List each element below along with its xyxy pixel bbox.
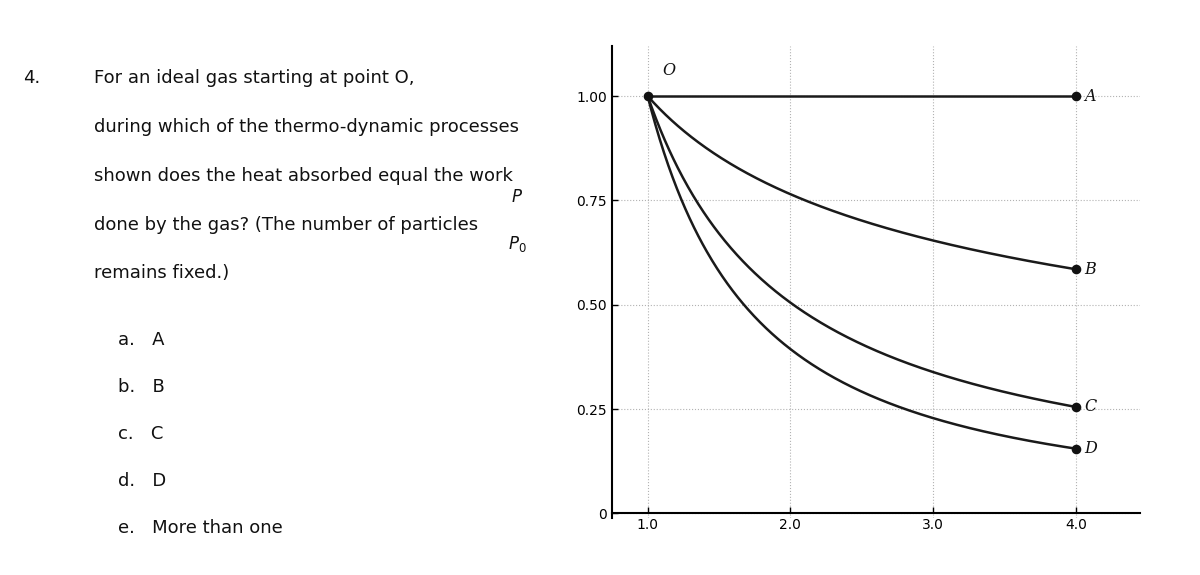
- Text: $P$: $P$: [511, 188, 523, 206]
- Text: b.   B: b. B: [118, 378, 164, 396]
- Text: done by the gas? (The number of particles: done by the gas? (The number of particle…: [94, 216, 479, 233]
- Text: e.   More than one: e. More than one: [118, 519, 282, 537]
- Text: A: A: [1085, 87, 1096, 105]
- Text: remains fixed.): remains fixed.): [94, 264, 229, 282]
- Text: 4.: 4.: [24, 69, 41, 87]
- Point: [638, 91, 658, 101]
- Text: D: D: [1085, 440, 1097, 457]
- Text: B: B: [1085, 260, 1096, 278]
- Text: during which of the thermo-dynamic processes: during which of the thermo-dynamic proce…: [94, 118, 520, 136]
- Text: a.   A: a. A: [118, 331, 164, 348]
- Point: [1066, 264, 1085, 274]
- Point: [1066, 91, 1085, 101]
- Text: C: C: [1085, 398, 1097, 415]
- Text: c.   C: c. C: [118, 425, 163, 443]
- Point: [1066, 402, 1085, 412]
- Text: $P_0$: $P_0$: [508, 234, 527, 254]
- Text: shown does the heat absorbed equal the work: shown does the heat absorbed equal the w…: [94, 167, 512, 185]
- Text: O: O: [662, 62, 676, 79]
- Text: For an ideal gas starting at point O,: For an ideal gas starting at point O,: [94, 69, 414, 87]
- Point: [1066, 444, 1085, 453]
- Text: d.   D: d. D: [118, 472, 166, 490]
